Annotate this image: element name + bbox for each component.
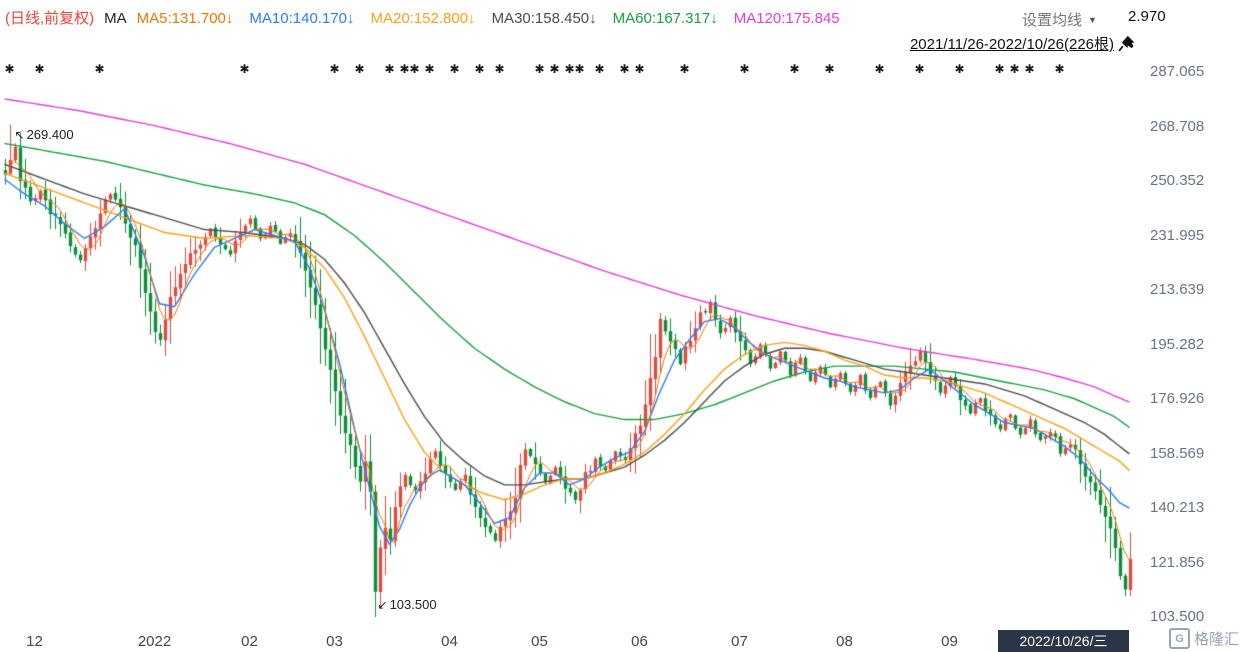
ma5-value: MA5:131.700↓ <box>136 10 234 27</box>
event-marker-icon[interactable]: ✱ <box>564 62 575 76</box>
event-marker-icon[interactable]: ✱ <box>424 62 435 76</box>
event-marker-icon[interactable]: ✱ <box>1009 62 1020 76</box>
event-marker-icon[interactable]: ✱ <box>1054 62 1065 76</box>
x-tick-label-02: 02 <box>241 633 258 650</box>
chevron-down-icon: ▼ <box>1088 14 1097 25</box>
event-marker-icon[interactable]: ✱ <box>239 62 250 76</box>
event-marker-icon[interactable]: ✱ <box>874 62 885 76</box>
x-tick-label-07: 07 <box>731 633 748 650</box>
y-tick-label: 195.282 <box>1150 335 1205 353</box>
watermark-logo-icon: G <box>1168 628 1190 649</box>
arrow-up-left-icon: ↖ <box>14 128 25 143</box>
event-marker-icon[interactable]: ✱ <box>789 62 800 76</box>
event-marker-icon[interactable]: ✱ <box>1024 62 1035 76</box>
ma120-value: MA120:175.845 <box>733 10 840 27</box>
event-marker-icon[interactable]: ✱ <box>994 62 1005 76</box>
y-tick-label: 213.639 <box>1150 281 1205 298</box>
event-marker-icon[interactable]: ✱ <box>954 62 965 76</box>
y-tick-label: 103.500 <box>1150 608 1205 625</box>
arrow-down-left-icon: ↙ <box>377 598 388 612</box>
x-tick-label-12: 12 <box>26 633 43 650</box>
event-marker-icon[interactable]: ✱ <box>449 62 460 76</box>
y-tick-label: 231.995 <box>1150 226 1205 244</box>
event-marker-icon[interactable]: ✱ <box>914 62 925 76</box>
annotation-price: 269.400 <box>26 127 74 143</box>
event-marker-icon[interactable]: ✱ <box>549 62 560 76</box>
y-tick-label: 158.569 <box>1150 444 1205 462</box>
event-marker-icon[interactable]: ✱ <box>474 62 485 76</box>
event-marker-icon[interactable]: ✱ <box>679 62 690 76</box>
period-low-annotation: ↙ 103.500 <box>378 597 437 612</box>
x-tick-label-2022: 2022 <box>137 633 172 650</box>
x-tick-label-05: 05 <box>531 633 548 650</box>
event-marker-icon[interactable]: ✱ <box>494 62 505 76</box>
event-marker-icon[interactable]: ✱ <box>399 62 410 76</box>
ma-values-row: MA5:131.700↓ MA10:140.170↓ MA20:152.800↓ MA… <box>137 10 856 27</box>
ma30-value: MA30:158.450↓ <box>491 10 597 27</box>
event-marker-icon[interactable]: ✱ <box>354 62 365 76</box>
ma10-value: MA10:140.170↓ <box>249 10 355 27</box>
event-marker-icon[interactable]: ✱ <box>384 62 395 76</box>
y-tick-label: 121.856 <box>1150 553 1205 571</box>
annotation-price: 103.500 <box>389 597 437 612</box>
event-marker-icon[interactable]: ✱ <box>329 62 340 76</box>
x-tick-label-03: 03 <box>326 633 343 650</box>
y-tick-label: 140.213 <box>1150 499 1205 516</box>
x-tick-label-06: 06 <box>631 633 648 650</box>
event-marker-icon[interactable]: ✱ <box>739 62 750 76</box>
chart-header: (日线,前复权) MA MA5:131.700↓ MA10:140.170↓ MA2… <box>5 7 856 28</box>
date-range-label: 2021/11/26-2022/10/26(226根) <box>909 36 1114 53</box>
event-marker-icon[interactable]: ✱ <box>824 62 835 76</box>
event-marker-icon[interactable]: ✱ <box>534 62 545 76</box>
date-range-control[interactable]: 2021/11/26-2022/10/26(226根) <box>910 33 1135 54</box>
event-marker-icon[interactable]: ✱ <box>34 62 45 76</box>
ma20-value: MA20:152.800↓ <box>370 10 476 27</box>
y-tick-label: 250.352 <box>1150 172 1205 189</box>
event-marker-icon[interactable]: ✱ <box>619 62 630 76</box>
ma60-value: MA60:167.317↓ <box>612 10 718 27</box>
current-date-box: 2022/10/26/三 <box>998 630 1129 652</box>
y-tick-label: 268.708 <box>1150 117 1205 135</box>
y-tick-label: 287.065 <box>1150 63 1205 80</box>
corner-price-value: 2.970 <box>1128 8 1166 25</box>
event-marker-icon[interactable]: ✱ <box>4 62 15 76</box>
x-tick-label-09: 09 <box>941 633 958 650</box>
y-tick-label: 176.926 <box>1150 390 1205 407</box>
event-marker-icon[interactable]: ✱ <box>94 62 105 76</box>
x-tick-label-08: 08 <box>836 633 853 650</box>
ma-settings-label: 设置均线 <box>1022 12 1083 29</box>
event-marker-icon[interactable]: ✱ <box>634 62 645 76</box>
watermark-name: 格隆汇 <box>1193 631 1239 648</box>
event-marker-icon[interactable]: ✱ <box>409 62 420 76</box>
period-high-annotation: ↖ 269.400 <box>15 127 74 142</box>
x-tick-label-04: 04 <box>441 633 458 650</box>
ma-settings-button[interactable]: 设置均线 ▼ <box>1022 9 1097 30</box>
ma-group-label: MA <box>104 10 127 27</box>
event-marker-icon[interactable]: ✱ <box>594 62 605 76</box>
event-marker-icon[interactable]: ✱ <box>574 62 585 76</box>
watermark: G 格隆汇 <box>1168 628 1239 649</box>
instrument-label: (日线,前复权) <box>5 10 95 27</box>
pushpin-icon[interactable] <box>1118 35 1135 52</box>
